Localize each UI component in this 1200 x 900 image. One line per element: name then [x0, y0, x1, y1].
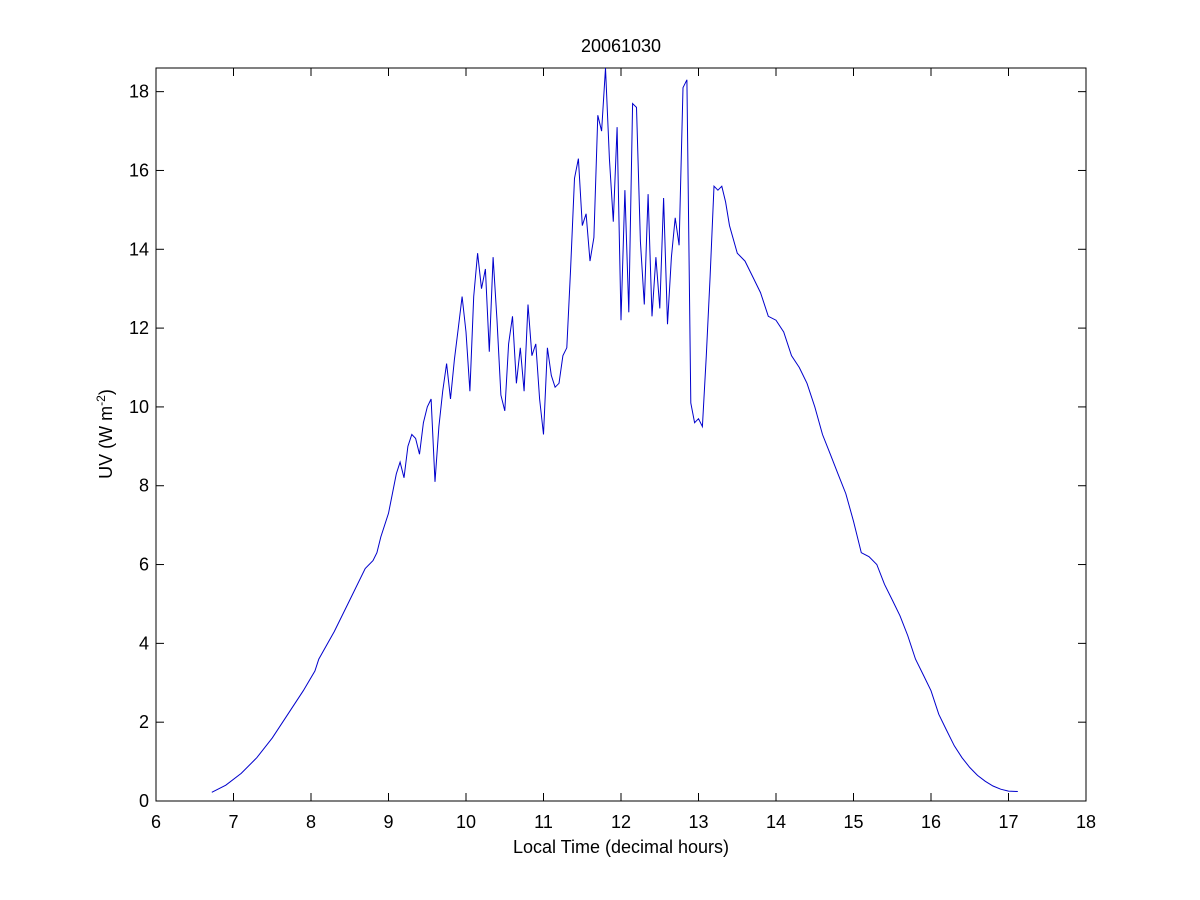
x-tick-label: 8: [306, 812, 316, 832]
y-tick-label: 18: [129, 82, 149, 102]
chart-title: 20061030: [581, 36, 661, 56]
x-tick-label: 14: [766, 812, 786, 832]
y-tick-label: 0: [139, 791, 149, 811]
y-axis-label-sup: -2: [94, 395, 108, 406]
y-tick-label: 10: [129, 397, 149, 417]
x-tick-label: 7: [228, 812, 238, 832]
y-tick-label: 2: [139, 712, 149, 732]
x-tick-label: 17: [998, 812, 1018, 832]
x-tick-label: 16: [921, 812, 941, 832]
y-tick-label: 16: [129, 160, 149, 180]
x-axis-label: Local Time (decimal hours): [513, 837, 729, 857]
x-axis-ticks: 6 7 8 9 10 11 12 13 14 15 16 17 18: [151, 68, 1096, 832]
x-tick-label: 11: [534, 812, 553, 832]
x-tick-label: 15: [843, 812, 863, 832]
y-axis-label-close: ): [96, 389, 116, 395]
y-tick-label: 6: [139, 555, 149, 575]
x-tick-label: 12: [611, 812, 631, 832]
uv-series-line: [211, 67, 1018, 793]
x-tick-label: 10: [456, 812, 476, 832]
y-axis-ticks: 0 2 4 6 8 10 12 14 16 18: [129, 82, 1086, 811]
x-tick-label: 18: [1076, 812, 1096, 832]
y-axis-label: UV (W m-2): [94, 389, 116, 479]
plot-area: [155, 67, 1087, 802]
x-tick-label: 13: [688, 812, 708, 832]
x-tick-label: 9: [383, 812, 393, 832]
y-tick-label: 12: [129, 318, 149, 338]
y-tick-label: 8: [139, 476, 149, 496]
y-tick-label: 14: [129, 239, 149, 259]
x-tick-label: 6: [151, 812, 161, 832]
y-tick-label: 4: [139, 633, 149, 653]
y-axis-label-main: UV (W m: [96, 406, 116, 479]
